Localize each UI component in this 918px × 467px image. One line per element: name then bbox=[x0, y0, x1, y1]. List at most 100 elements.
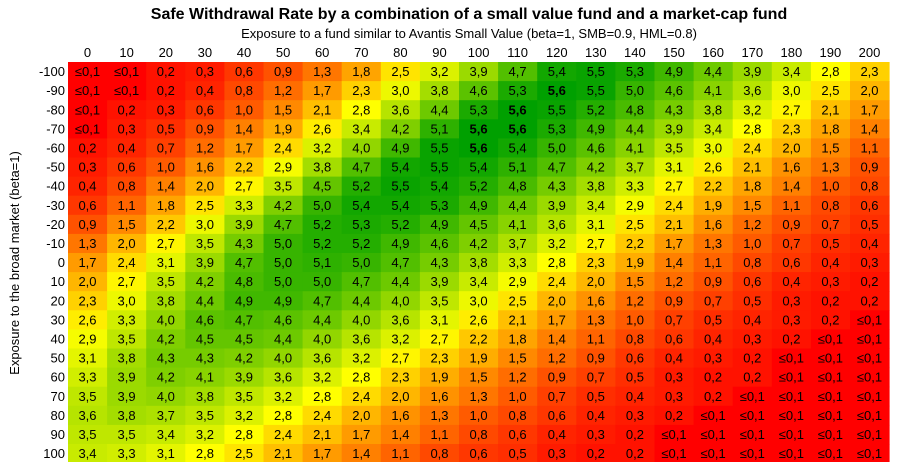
heatmap-cell bbox=[263, 81, 304, 101]
cell-value-label: 2,8 bbox=[352, 102, 370, 117]
cell-value-label: 0,2 bbox=[157, 83, 175, 98]
heatmap-cell bbox=[302, 157, 343, 178]
cell-value-label: 0,8 bbox=[235, 83, 253, 98]
cell-value-label: 4,9 bbox=[470, 198, 488, 213]
heatmap-cell bbox=[380, 157, 421, 178]
cell-value-label: 1,1 bbox=[860, 141, 878, 156]
heatmap-cell bbox=[107, 176, 147, 197]
heatmap-cell bbox=[185, 272, 225, 292]
heatmap-cell bbox=[419, 367, 460, 388]
cell-value-label: 3,6 bbox=[313, 351, 331, 366]
heatmap-cell bbox=[68, 348, 108, 369]
heatmap-cell bbox=[146, 405, 186, 426]
cell-value-label: 0,3 bbox=[704, 351, 722, 366]
cell-value-label: 3,6 bbox=[352, 332, 370, 347]
heatmap-cell bbox=[850, 119, 890, 139]
cell-value-label: 0,8 bbox=[626, 332, 644, 347]
heatmap-cell bbox=[459, 405, 499, 426]
heatmap-cell bbox=[810, 195, 851, 216]
cell-value-label: 3,2 bbox=[274, 389, 292, 404]
cell-value-label: 1,8 bbox=[352, 64, 370, 79]
cell-value-label: ≤0,1 bbox=[818, 427, 843, 442]
heatmap-cell bbox=[732, 272, 773, 292]
heatmap-cell bbox=[302, 176, 343, 197]
cell-value-label: 3,4 bbox=[470, 274, 488, 289]
heatmap-cell bbox=[146, 100, 186, 120]
heatmap-cell bbox=[146, 176, 186, 197]
cell-value-label: ≤0,1 bbox=[818, 389, 843, 404]
heatmap-cell bbox=[537, 348, 577, 369]
heatmap-cell bbox=[263, 424, 304, 445]
heatmap-cell bbox=[68, 81, 108, 101]
heatmap-cell bbox=[498, 100, 538, 120]
cell-value-label: 0,2 bbox=[821, 293, 839, 308]
cell-value-label: 1,3 bbox=[430, 408, 448, 423]
x-tick-label: 20 bbox=[159, 45, 173, 60]
cell-value-label: 3,5 bbox=[157, 274, 175, 289]
cell-value-label: 3,6 bbox=[78, 408, 96, 423]
heatmap-cell bbox=[498, 272, 538, 292]
heatmap-cell bbox=[850, 424, 890, 445]
cell-value-label: 5,5 bbox=[587, 64, 605, 79]
cell-value-label: 5,2 bbox=[352, 179, 370, 194]
heatmap-cell bbox=[576, 424, 616, 445]
cell-value-label: 1,2 bbox=[626, 293, 644, 308]
cell-value-label: 4,2 bbox=[196, 274, 214, 289]
heatmap-cell bbox=[771, 233, 812, 254]
cell-value-label: 0,9 bbox=[587, 351, 605, 366]
heatmap-cell bbox=[419, 444, 460, 464]
cell-value-label: 3,9 bbox=[235, 217, 253, 232]
cell-value-label: 1,7 bbox=[665, 236, 683, 251]
cell-value-label: 0,3 bbox=[157, 102, 175, 117]
cell-value-label: 2,4 bbox=[352, 389, 370, 404]
heatmap-cell bbox=[850, 405, 890, 426]
heatmap-cell bbox=[380, 310, 421, 330]
cell-value-label: 2,2 bbox=[235, 160, 253, 175]
heatmap-cell bbox=[459, 272, 499, 292]
heatmap-cell bbox=[498, 119, 538, 139]
cell-value-label: 4,4 bbox=[274, 332, 292, 347]
cell-value-label: 3,8 bbox=[430, 83, 448, 98]
cell-value-label: 1,6 bbox=[587, 293, 605, 308]
heatmap-cell bbox=[693, 176, 734, 197]
cell-value-label: 0,4 bbox=[548, 427, 566, 442]
heatmap-cell bbox=[771, 81, 812, 101]
heatmap-cell bbox=[537, 291, 577, 311]
heatmap-cell bbox=[576, 195, 616, 216]
cell-value-label: 5,5 bbox=[430, 141, 448, 156]
cell-value-label: 3,2 bbox=[235, 408, 253, 423]
cell-value-label: 4,7 bbox=[391, 255, 409, 270]
cell-value-label: 2,3 bbox=[352, 83, 370, 98]
cell-value-label: 5,2 bbox=[352, 236, 370, 251]
heatmap-cell bbox=[341, 214, 382, 235]
heatmap-cell bbox=[498, 253, 538, 273]
cell-value-label: 1,4 bbox=[391, 427, 409, 442]
cell-value-label: 1,2 bbox=[743, 217, 761, 232]
cell-value-label: 4,7 bbox=[313, 293, 331, 308]
cell-value-label: 3,1 bbox=[587, 217, 605, 232]
heatmap-cell bbox=[107, 233, 147, 254]
heatmap-cell bbox=[68, 367, 108, 388]
y-tick-label: 100 bbox=[43, 446, 65, 461]
heatmap-cell bbox=[850, 176, 890, 197]
heatmap-cell bbox=[693, 310, 734, 330]
y-tick-label: 40 bbox=[51, 332, 65, 347]
heatmap-cell bbox=[537, 100, 577, 120]
cell-value-label: ≤0,1 bbox=[740, 446, 765, 461]
cell-value-label: 2,4 bbox=[274, 427, 292, 442]
cell-value-label: 0,9 bbox=[860, 160, 878, 175]
x-tick-label: 170 bbox=[741, 45, 763, 60]
cell-value-label: 0,9 bbox=[274, 64, 292, 79]
heatmap-cell bbox=[185, 253, 225, 273]
cell-value-label: 3,7 bbox=[509, 236, 527, 251]
heatmap-cell bbox=[615, 214, 655, 235]
heatmap-cell bbox=[850, 81, 890, 101]
cell-value-label: 0,3 bbox=[743, 332, 761, 347]
cell-value-label: ≤0,1 bbox=[857, 446, 882, 461]
heatmap-cell bbox=[459, 157, 499, 178]
heatmap-cell bbox=[380, 233, 421, 254]
cell-value-label: 2,2 bbox=[626, 236, 644, 251]
heatmap-cell bbox=[107, 253, 147, 273]
heatmap-cell bbox=[732, 214, 773, 235]
heatmap-cell bbox=[615, 367, 655, 388]
